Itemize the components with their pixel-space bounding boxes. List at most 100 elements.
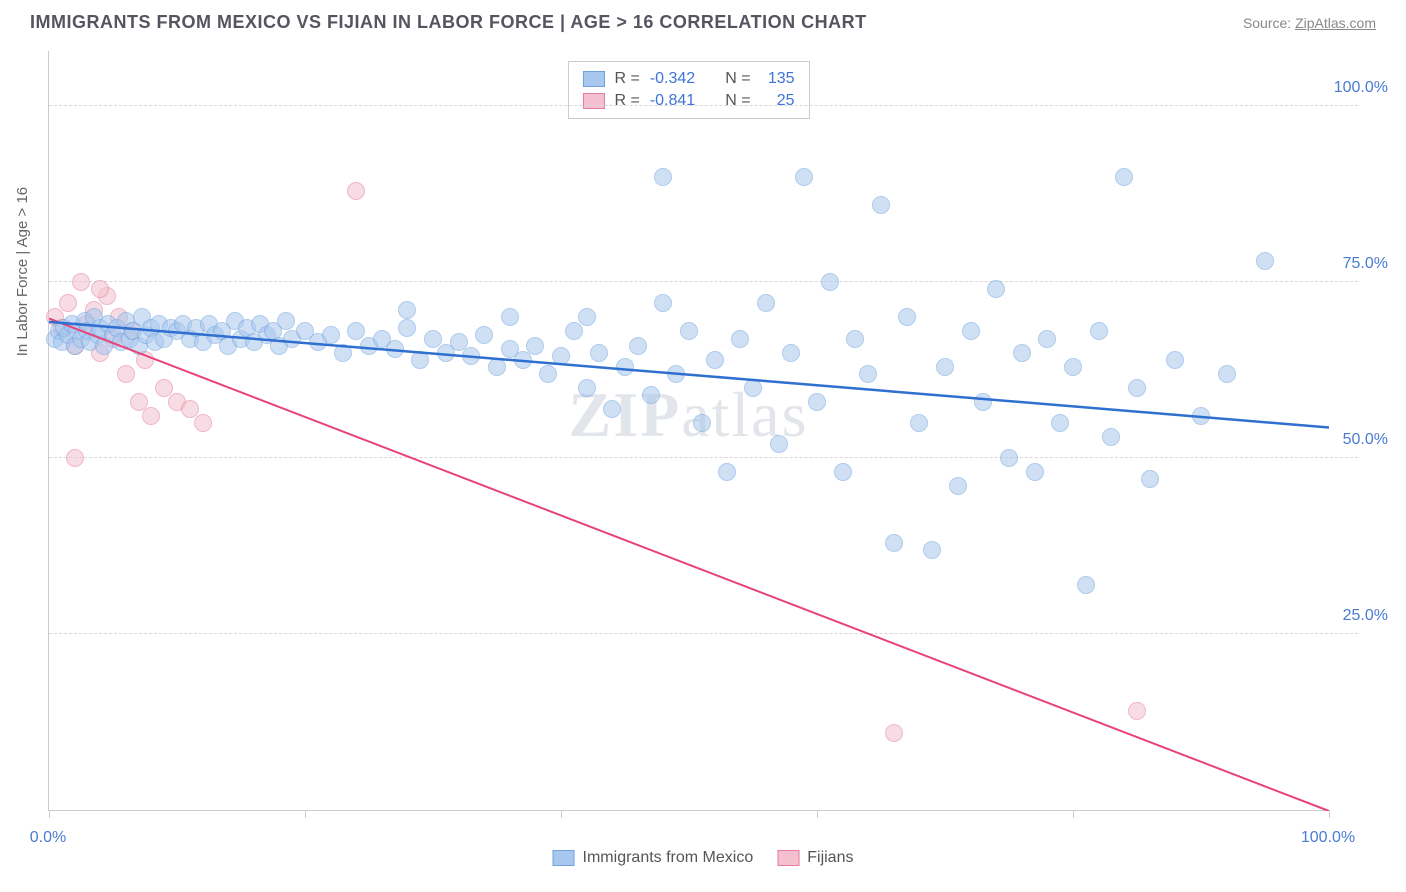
r-label: R =	[614, 70, 639, 88]
data-point	[1013, 344, 1031, 362]
x-tick	[561, 810, 562, 818]
data-point	[1026, 463, 1044, 481]
data-point	[398, 319, 416, 337]
data-point	[142, 407, 160, 425]
data-point	[936, 358, 954, 376]
data-point	[1102, 428, 1120, 446]
data-point	[1115, 168, 1133, 186]
data-point	[1166, 351, 1184, 369]
trend-line	[49, 51, 1329, 811]
data-point	[1218, 365, 1236, 383]
data-point	[987, 280, 1005, 298]
n-label: N =	[725, 92, 750, 110]
source-link[interactable]: ZipAtlas.com	[1295, 15, 1376, 31]
data-point	[565, 322, 583, 340]
chart-source: Source: ZipAtlas.com	[1243, 15, 1376, 31]
legend-item: Immigrants from Mexico	[553, 849, 754, 867]
legend-swatch	[777, 850, 799, 866]
data-point	[898, 308, 916, 326]
source-prefix: Source:	[1243, 15, 1295, 31]
data-point	[706, 351, 724, 369]
legend-swatch	[582, 93, 604, 109]
data-point	[629, 337, 647, 355]
data-point	[962, 322, 980, 340]
data-point	[322, 326, 340, 344]
data-point	[642, 386, 660, 404]
data-point	[654, 168, 672, 186]
data-point	[731, 330, 749, 348]
data-point	[539, 365, 557, 383]
data-point	[462, 347, 480, 365]
legend-swatch	[582, 71, 604, 87]
data-point	[693, 414, 711, 432]
data-point	[1141, 470, 1159, 488]
x-tick	[49, 810, 50, 818]
chart-header: IMMIGRANTS FROM MEXICO VS FIJIAN IN LABO…	[0, 0, 1406, 41]
plot-area: ZIPatlas R =-0.342N =135R =-0.841N =25 2…	[48, 51, 1328, 811]
data-point	[514, 351, 532, 369]
data-point	[667, 365, 685, 383]
data-point	[821, 273, 839, 291]
data-point	[859, 365, 877, 383]
data-point	[590, 344, 608, 362]
y-tick-label: 75.0%	[1333, 255, 1388, 273]
data-point	[334, 344, 352, 362]
data-point	[91, 280, 109, 298]
data-point	[757, 294, 775, 312]
data-point	[718, 463, 736, 481]
legend-swatch	[553, 850, 575, 866]
data-point	[654, 294, 672, 312]
y-tick-label: 50.0%	[1333, 431, 1388, 449]
x-tick	[1073, 810, 1074, 818]
x-tick	[1329, 810, 1330, 818]
data-point	[1051, 414, 1069, 432]
data-point	[347, 182, 365, 200]
x-tick-label: 100.0%	[1301, 829, 1355, 847]
data-point	[59, 294, 77, 312]
legend-item: Fijians	[777, 849, 853, 867]
n-value: 135	[761, 70, 795, 88]
r-value: -0.342	[650, 70, 695, 88]
gridline-h	[49, 281, 1358, 282]
data-point	[770, 435, 788, 453]
n-label: N =	[725, 70, 750, 88]
x-tick	[817, 810, 818, 818]
data-point	[1128, 379, 1146, 397]
data-point	[488, 358, 506, 376]
data-point	[782, 344, 800, 362]
trend-line	[49, 51, 1329, 811]
legend-row: R = -0.342 N = 135	[582, 68, 794, 90]
y-axis-label: In Labor Force | Age > 16	[14, 187, 31, 356]
gridline-h	[49, 633, 1358, 634]
data-point	[578, 308, 596, 326]
data-point	[578, 379, 596, 397]
x-tick-label: 0.0%	[30, 829, 66, 847]
data-point	[744, 379, 762, 397]
y-tick-label: 100.0%	[1333, 79, 1388, 97]
data-point	[846, 330, 864, 348]
data-point	[885, 534, 903, 552]
data-point	[277, 312, 295, 330]
gridline-h	[49, 457, 1358, 458]
correlation-legend: R = -0.342 N = 135 R =-0.841N =25	[567, 61, 809, 119]
legend-row: R =-0.841N =25	[582, 90, 794, 112]
data-point	[386, 340, 404, 358]
data-point	[1000, 449, 1018, 467]
data-point	[1064, 358, 1082, 376]
data-point	[795, 168, 813, 186]
data-point	[411, 351, 429, 369]
r-label: R =	[614, 92, 639, 110]
data-point	[1038, 330, 1056, 348]
data-point	[885, 724, 903, 742]
data-point	[526, 337, 544, 355]
data-point	[872, 196, 890, 214]
data-point	[910, 414, 928, 432]
chart-title: IMMIGRANTS FROM MEXICO VS FIJIAN IN LABO…	[30, 12, 867, 33]
data-point	[1256, 252, 1274, 270]
chart-container: In Labor Force | Age > 16 ZIPatlas R =-0…	[0, 41, 1406, 871]
x-tick	[305, 810, 306, 818]
data-point	[66, 449, 84, 467]
data-point	[72, 273, 90, 291]
data-point	[616, 358, 634, 376]
data-point	[194, 414, 212, 432]
